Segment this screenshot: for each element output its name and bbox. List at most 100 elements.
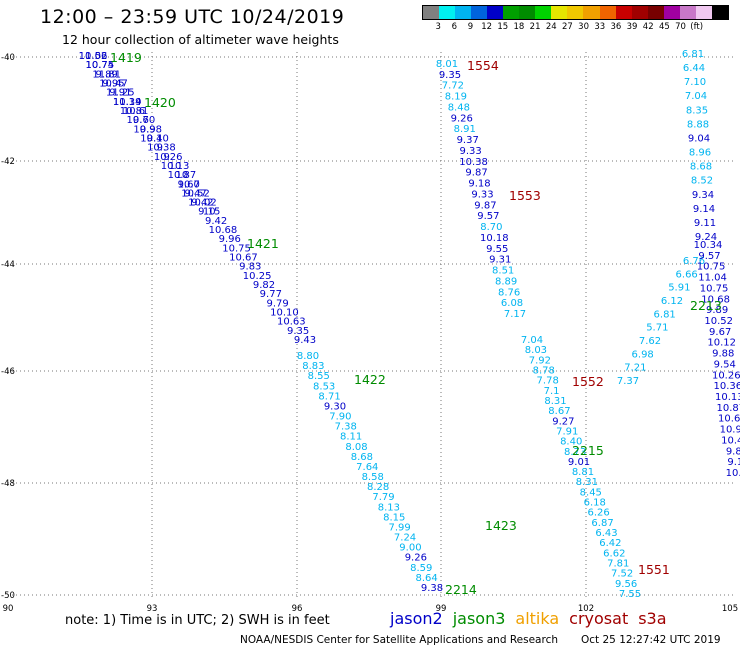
- wave-height-label: 9.7: [133, 115, 149, 126]
- legend-swatch: [551, 6, 568, 19]
- satellite-legend-entry: s3a: [638, 609, 667, 628]
- wave-height-label: 11.25: [106, 88, 135, 99]
- track-label: 1551: [638, 562, 670, 577]
- wave-height-label: 10.94: [720, 425, 740, 436]
- track-labels: 1419 1420 1421 1422 1423 1554 1553 1552 1551 2215…: [110, 50, 722, 597]
- wave-height-label: 7.72: [442, 81, 464, 92]
- track-label: 2214: [445, 582, 477, 597]
- wave-height-label: 9.87: [474, 200, 496, 211]
- wave-height-label: 6.08: [501, 298, 523, 309]
- wave-height-label: 10.13: [715, 392, 740, 403]
- wave-height-label: 6.76: [683, 256, 705, 267]
- legend-label: 70: [675, 22, 686, 32]
- wave-height-label: 10.66: [718, 414, 740, 425]
- wave-height-label: 7.64: [356, 462, 378, 473]
- wave-height-label: 9.01: [568, 457, 590, 468]
- wave-height-label: 8.73: [564, 447, 586, 458]
- wave-height-label: 8.59: [410, 563, 432, 574]
- track-label: 1423: [485, 518, 517, 533]
- wave-height-label: 8.48: [448, 102, 470, 113]
- wave-height-label: 9.83: [239, 262, 261, 273]
- wave-height-label: 6.81: [654, 309, 676, 320]
- wave-height-label: 9.89: [706, 305, 728, 316]
- wave-height-label: 10.10: [270, 308, 299, 319]
- legend-swatch: [583, 6, 600, 19]
- wave-height-label: 8.88: [687, 119, 709, 130]
- satellite-legend-entry: jason3: [452, 609, 506, 628]
- wave-height-label: 7.99: [389, 522, 411, 533]
- wave-height-label: 9.00: [399, 543, 421, 554]
- wave-height-label: 7.55: [619, 589, 641, 600]
- wave-height-label: 10.02: [188, 198, 217, 209]
- wave-height-label: 6.66: [676, 269, 698, 280]
- lat-lon-grid: [8, 52, 735, 600]
- wave-height-label: 10.12: [707, 338, 736, 349]
- legend-swatch: [599, 6, 616, 19]
- wave-height-label: 8.67: [548, 406, 570, 417]
- wave-height-label: 9.79: [267, 298, 289, 309]
- wave-height-label: 10.68: [701, 294, 730, 305]
- wave-height-label: 10.7: [178, 179, 200, 190]
- wave-height-label: 7.04: [685, 91, 707, 102]
- wave-height-label: 11.04: [698, 273, 727, 284]
- wave-height-label: 10: [176, 170, 189, 181]
- wave-height-label: 7.81: [607, 559, 629, 570]
- wave-height-label: 6.26: [588, 508, 610, 519]
- legend-label: 3: [435, 22, 441, 32]
- wave-height-label: 9.42: [205, 216, 227, 227]
- wave-height-label: 9.34: [692, 190, 714, 201]
- wave-height-label: 6.18: [584, 498, 606, 509]
- wave-height-label: 10.26: [712, 370, 740, 381]
- wave-height-label: 7.21: [624, 363, 646, 374]
- wave-height-label: 8.15: [383, 512, 405, 523]
- legend-swatch: [503, 6, 520, 19]
- wave-height-label: 8.70: [480, 222, 502, 233]
- footer-note: note: 1) Time is in UTC; 2) SWH is in fe…: [65, 613, 330, 628]
- wave-height-label: 10.40: [721, 435, 740, 446]
- wave-height-label: 6.81: [682, 49, 704, 60]
- track-label: 2215: [572, 443, 604, 458]
- wave-height-label: 10.47: [99, 78, 128, 89]
- wave-height-label: 7.37: [617, 376, 639, 387]
- wave-height-label: 9.15: [198, 207, 220, 218]
- lon-tick-label: 105: [722, 604, 738, 614]
- legend-label: 27: [561, 22, 573, 32]
- wave-height-label: 8.76: [498, 287, 520, 298]
- wave-height-label: 10.74: [86, 60, 115, 71]
- wave-height-label: 10.18: [480, 233, 509, 244]
- wave-height-label: 9.04: [688, 133, 710, 144]
- wave-height-label: 9.54: [714, 359, 736, 370]
- wave-height-label: 9.35: [439, 70, 461, 81]
- wave-height-label: 9.96: [219, 234, 241, 245]
- legend-swatch: [695, 6, 712, 19]
- wave-height-label: 9.31: [489, 255, 511, 266]
- wave-height-label: 8.96: [689, 148, 711, 159]
- wave-height-label: 9.77: [260, 289, 282, 300]
- satellite-legend-entry: altika: [515, 609, 560, 628]
- wave-height-label: 7.79: [372, 492, 394, 503]
- wave-height-label: 9.87: [465, 168, 487, 179]
- wave-height-label: 7.90: [329, 412, 351, 423]
- wave-height-label: 8.31: [576, 477, 598, 488]
- wave-height-label: 9.82: [253, 280, 275, 291]
- wave-height-label: 8.31: [544, 396, 566, 407]
- wave-height-label: 10.75: [86, 60, 115, 71]
- wave-height-label: 9.55: [486, 244, 508, 255]
- wave-height-label: 8.58: [362, 472, 384, 483]
- wave-height-label: 9.26: [405, 553, 427, 564]
- chart-subtitle: 12 hour collection of altimeter wave hei…: [62, 32, 339, 47]
- wave-height-label: 8.89: [495, 276, 517, 287]
- lat-tick-label: -44: [1, 260, 15, 270]
- legend-swatch: [567, 6, 584, 19]
- wave-height-label: 7.52: [611, 569, 633, 580]
- wave-height-label: 9.33: [471, 189, 493, 200]
- wave-height-label: 10.63: [277, 317, 306, 328]
- legend-label: 36: [610, 22, 622, 32]
- legend-swatch: [439, 6, 456, 19]
- legend-label: 6: [451, 22, 458, 32]
- wave-height-label: 8.68: [690, 162, 712, 173]
- wave-height-label: 10.26: [154, 152, 183, 163]
- wave-height-label: 8.13: [378, 502, 400, 513]
- legend-swatch: [519, 6, 536, 19]
